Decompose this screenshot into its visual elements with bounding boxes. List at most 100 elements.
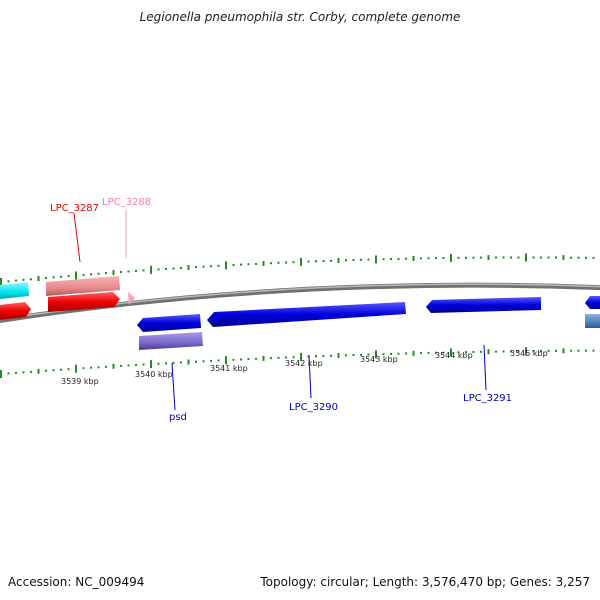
lower-tick [592, 349, 595, 352]
lower-tick [67, 368, 70, 371]
lower-tick [510, 350, 512, 353]
upper-tick [97, 272, 100, 275]
tick-label-3544: 3544 kbp [435, 351, 473, 360]
upper-tick [502, 256, 505, 259]
lower-tick [202, 360, 205, 363]
lower-tick [112, 363, 115, 369]
gene-right-steel-bar[interactable] [585, 314, 600, 328]
lower-tick [90, 366, 92, 369]
upper-tick [352, 259, 355, 261]
upper-tick [157, 268, 160, 271]
label-leaders [73, 210, 487, 411]
lower-tick [367, 353, 370, 356]
lower-tick [45, 369, 47, 372]
upper-tick [540, 256, 542, 259]
lower-tick [315, 355, 317, 358]
upper-tick [240, 263, 242, 266]
lower-tick [585, 349, 587, 352]
lower-tick [292, 356, 295, 359]
upper-tick [262, 261, 265, 266]
upper-tick [330, 259, 332, 262]
gene-lpc-3290-arrow[interactable] [207, 302, 406, 327]
lower-tick [405, 352, 407, 355]
gene-psd-arrow[interactable] [137, 314, 201, 332]
lower-tick [322, 355, 325, 358]
lower-tick [135, 364, 137, 366]
upper-tick [142, 269, 145, 272]
label-lpc-3290[interactable]: LPC_3290 [289, 402, 338, 413]
lower-tick [465, 351, 467, 354]
gene-cyan-block[interactable] [0, 282, 29, 299]
gene-red-block-left[interactable] [0, 302, 31, 320]
lower-tick [210, 359, 212, 362]
upper-tick [180, 267, 182, 269]
lower-tick [37, 368, 40, 374]
label-lpc-3287[interactable]: LPC_3287 [50, 203, 99, 214]
upper-tick [547, 256, 550, 259]
upper-tick [60, 275, 62, 278]
upper-tick [577, 256, 580, 259]
tick-label-3541: 3541 kbp [210, 364, 248, 373]
lower-tick [525, 347, 527, 356]
upper-tick [457, 256, 460, 259]
upper-tick [307, 260, 310, 263]
lower-tick [82, 367, 85, 370]
upper-tick [435, 257, 437, 260]
upper-tick [412, 256, 415, 261]
upper-tick [592, 256, 595, 259]
tick-label-3545: 3545 kbp [510, 349, 548, 358]
upper-tick [382, 258, 385, 261]
lower-tick [255, 357, 257, 360]
lower-tick [427, 351, 430, 354]
lower-tick [150, 360, 152, 369]
label-psd[interactable]: psd [169, 412, 187, 423]
gene-lpc-3288-arrow[interactable] [128, 292, 135, 305]
upper-tick [75, 271, 77, 280]
lower-tick [390, 352, 392, 355]
lower-tick [307, 355, 310, 358]
upper-tick [532, 256, 535, 259]
gene-lpc-3291-arrow[interactable] [426, 297, 541, 313]
label-lpc-3291[interactable]: LPC_3291 [463, 393, 512, 404]
upper-tick [405, 257, 407, 260]
lower-tick [217, 359, 220, 362]
lower-tick [345, 354, 347, 357]
gene-psd-bar[interactable] [139, 332, 203, 350]
label-lpc-3288[interactable]: LPC_3288 [102, 197, 151, 208]
upper-tick [30, 278, 32, 281]
upper-tick [112, 270, 115, 276]
lower-tick [487, 349, 490, 355]
upper-tick [495, 256, 497, 259]
upper-tick [367, 258, 370, 261]
upper-tick [337, 258, 340, 263]
lower-tick [30, 370, 32, 373]
gene-lpc-3287-bar[interactable] [46, 276, 120, 296]
upper-tick [165, 267, 167, 270]
lower-tick [442, 351, 445, 354]
map-title: Legionella pneumophila str. Corby, compl… [139, 10, 461, 24]
lower-tick [397, 352, 400, 355]
lower-tick [360, 353, 362, 356]
genome-backbone [0, 282, 600, 324]
lower-tick [532, 350, 535, 353]
lower-tick [450, 348, 452, 357]
gene-right-blue-arrow[interactable] [585, 296, 600, 309]
lower-tick [375, 350, 377, 359]
upper-tick [0, 278, 2, 286]
tick-row-upper [0, 253, 595, 286]
upper-tick [570, 256, 572, 259]
lower-tick [157, 362, 160, 365]
lower-tick [180, 361, 182, 364]
upper-tick [172, 267, 175, 270]
upper-tick [225, 261, 227, 270]
lower-tick [270, 357, 272, 360]
gene-lpc-3287-arrow[interactable] [48, 292, 120, 312]
lower-tick [232, 358, 235, 361]
lower-tick [7, 372, 10, 375]
upper-tick [105, 272, 107, 275]
lower-tick [240, 358, 242, 361]
lower-tick [0, 370, 2, 378]
tick-row-lower [0, 347, 595, 378]
upper-tick [465, 256, 467, 259]
